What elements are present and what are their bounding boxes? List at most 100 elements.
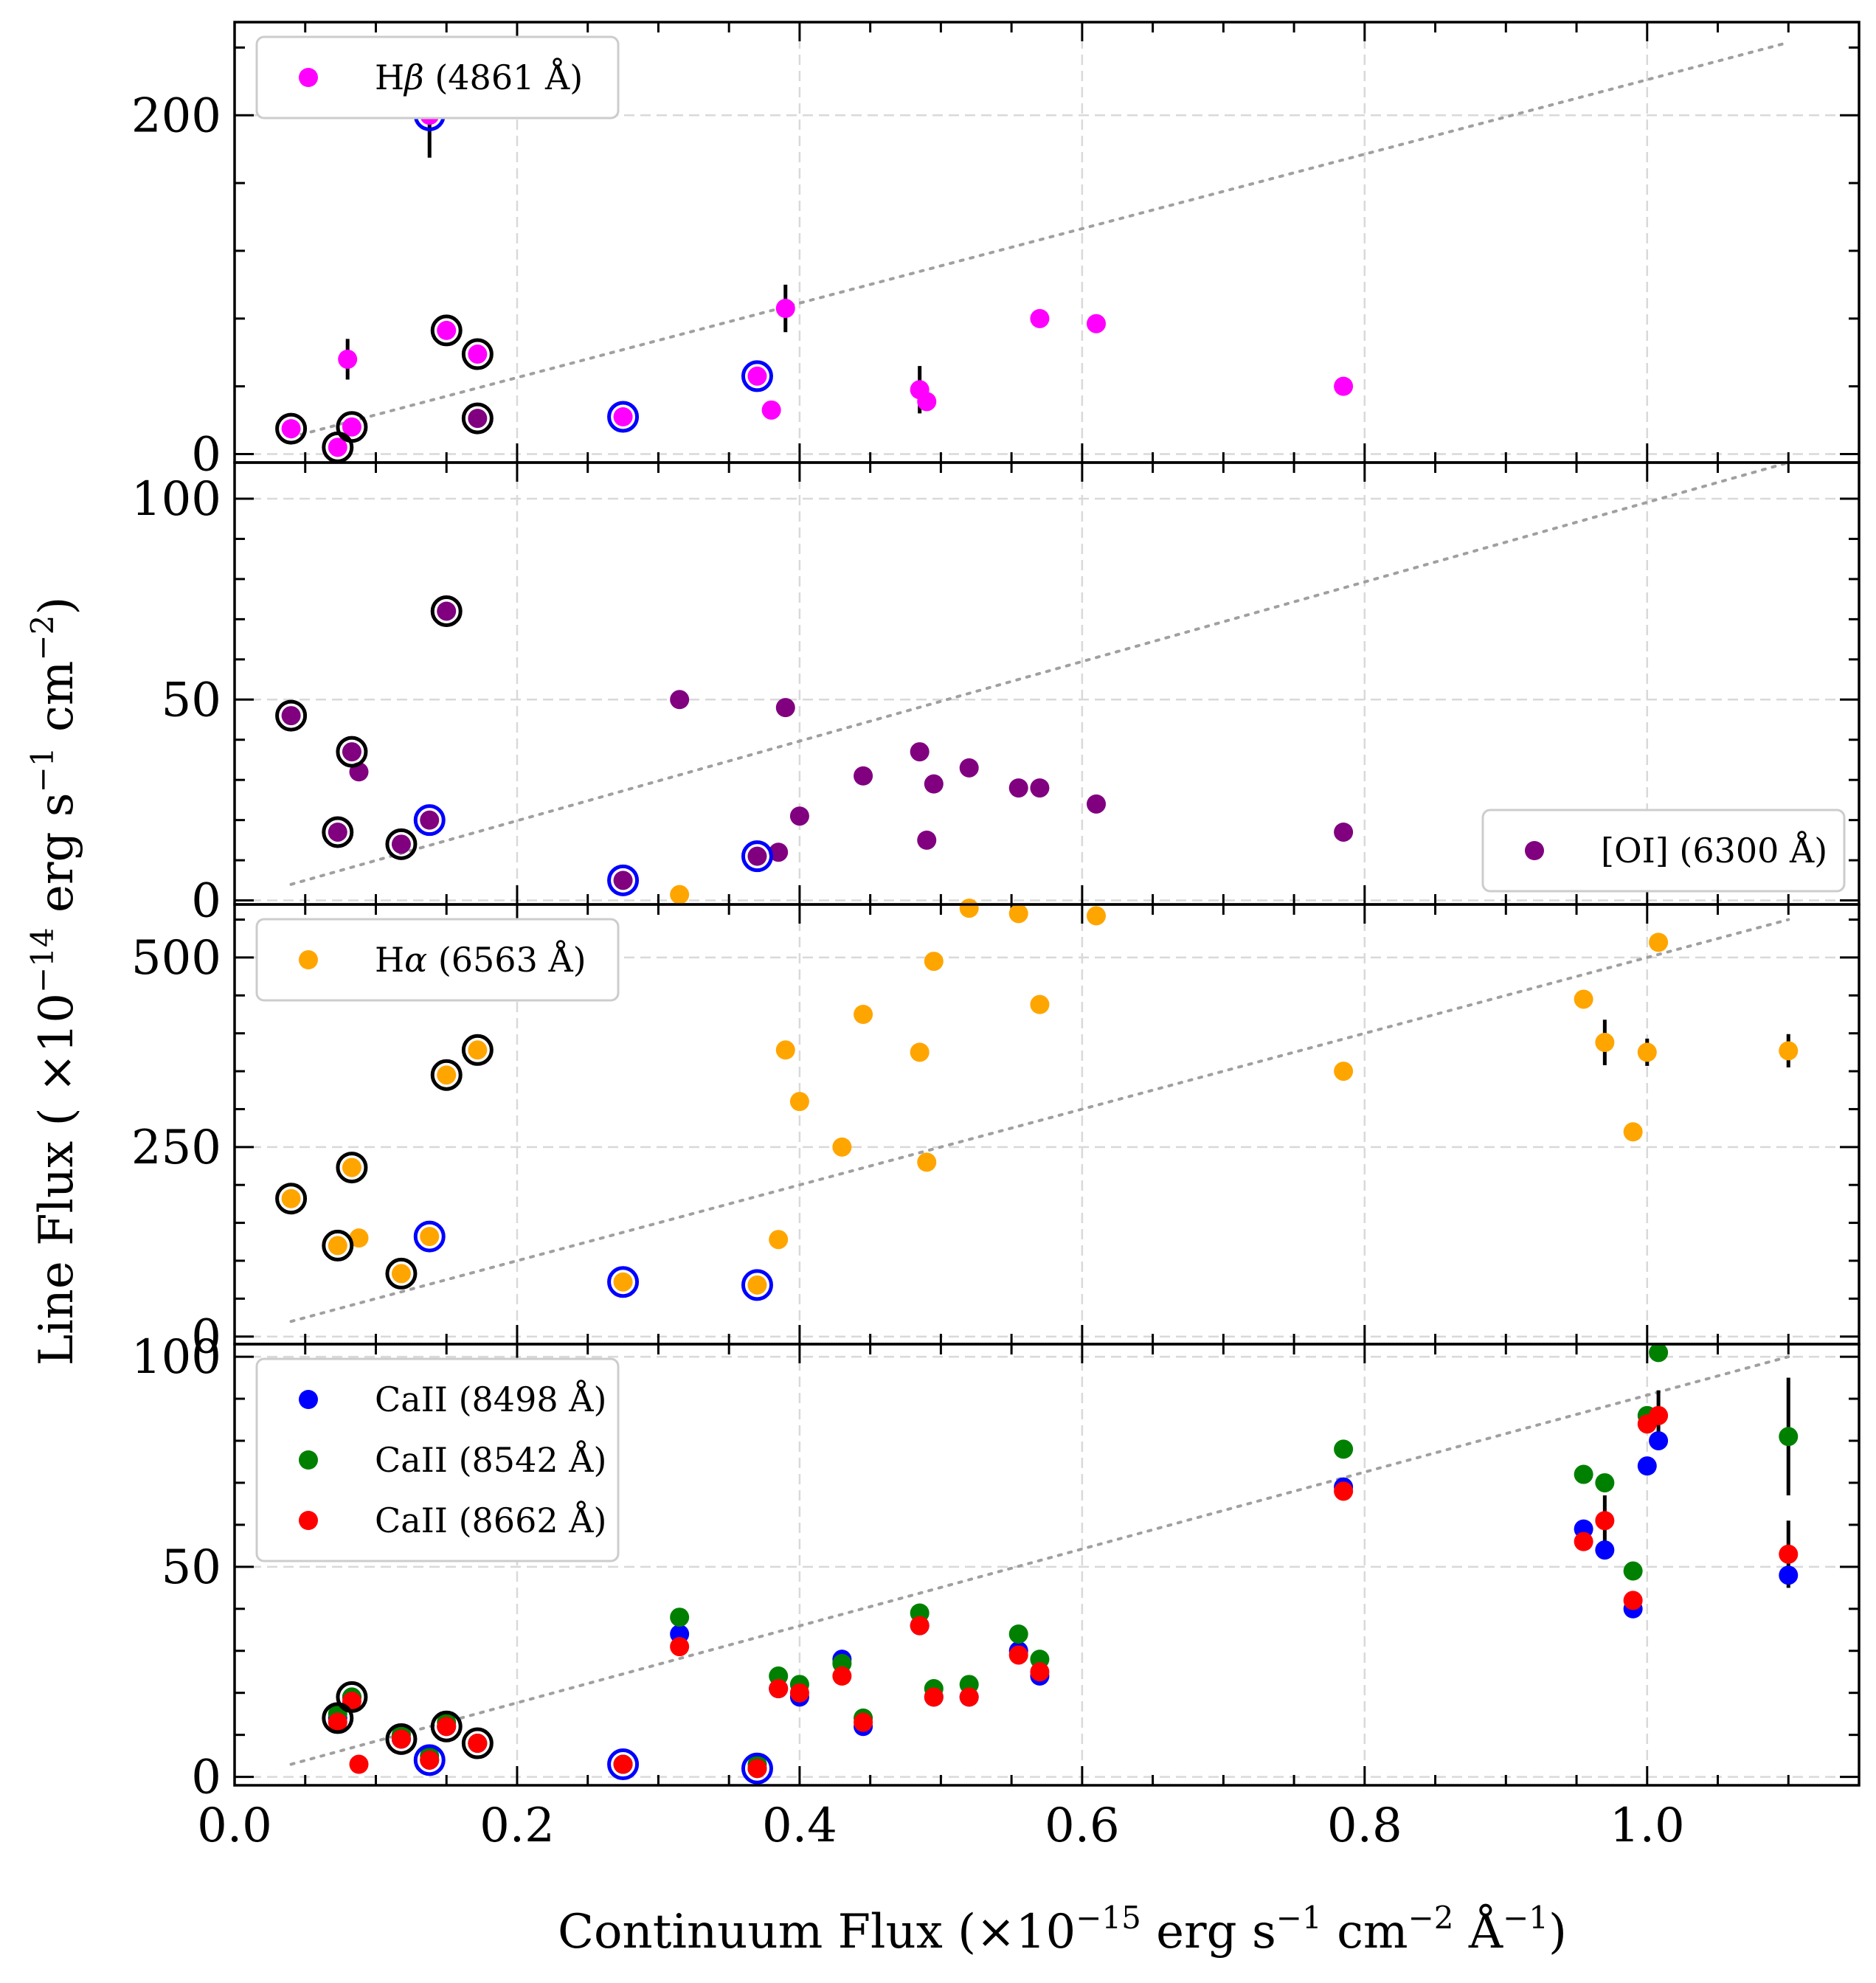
data-point[interactable] xyxy=(281,419,301,439)
data-point[interactable] xyxy=(1779,1041,1799,1061)
data-point[interactable] xyxy=(342,417,361,437)
data-point[interactable] xyxy=(391,1729,411,1749)
data-point[interactable] xyxy=(789,1092,809,1112)
data-point[interactable] xyxy=(391,1264,411,1284)
data-point[interactable] xyxy=(1087,906,1107,926)
data-point[interactable] xyxy=(924,952,944,972)
data-point[interactable] xyxy=(349,1754,369,1774)
data-point[interactable] xyxy=(910,1616,930,1636)
data-point[interactable] xyxy=(437,1065,457,1085)
data-point[interactable] xyxy=(1623,1561,1643,1581)
data-point[interactable] xyxy=(1087,314,1107,333)
data-point[interactable] xyxy=(613,871,633,890)
data-point[interactable] xyxy=(1574,989,1593,1009)
data-point[interactable] xyxy=(281,706,301,726)
data-point[interactable] xyxy=(1334,1439,1354,1459)
data-point[interactable] xyxy=(789,806,809,826)
data-point[interactable] xyxy=(1008,1624,1028,1644)
data-point[interactable] xyxy=(775,1040,795,1060)
data-point[interactable] xyxy=(349,1228,369,1248)
data-point[interactable] xyxy=(1334,376,1354,396)
data-point[interactable] xyxy=(437,1717,457,1737)
data-point[interactable] xyxy=(613,1272,633,1292)
data-point[interactable] xyxy=(342,742,361,762)
data-point[interactable] xyxy=(1008,1645,1028,1665)
data-point[interactable] xyxy=(1574,1464,1593,1484)
data-point[interactable] xyxy=(328,437,347,457)
data-point[interactable] xyxy=(670,885,690,904)
data-point[interactable] xyxy=(910,742,930,762)
data-point[interactable] xyxy=(910,1042,930,1062)
data-point[interactable] xyxy=(1649,1343,1669,1363)
data-point[interactable] xyxy=(328,822,347,842)
data-point[interactable] xyxy=(761,400,781,420)
data-point[interactable] xyxy=(959,1687,979,1707)
data-point[interactable] xyxy=(747,1275,767,1295)
data-point[interactable] xyxy=(1649,1430,1669,1450)
data-point[interactable] xyxy=(1649,1405,1669,1425)
data-point[interactable] xyxy=(338,349,358,369)
data-point[interactable] xyxy=(1334,822,1354,842)
data-point[interactable] xyxy=(670,690,690,710)
data-point[interactable] xyxy=(1595,1540,1615,1560)
data-point[interactable] xyxy=(854,1005,873,1024)
data-point[interactable] xyxy=(1637,1456,1657,1476)
data-point[interactable] xyxy=(670,1637,690,1657)
data-point[interactable] xyxy=(1087,794,1107,814)
data-point[interactable] xyxy=(1574,1532,1593,1551)
data-point[interactable] xyxy=(670,1607,690,1627)
data-point[interactable] xyxy=(1623,1122,1643,1142)
data-point[interactable] xyxy=(328,1236,347,1256)
data-point[interactable] xyxy=(420,1227,440,1247)
data-point[interactable] xyxy=(769,842,789,862)
data-point[interactable] xyxy=(1637,1042,1657,1062)
data-point[interactable] xyxy=(1595,1472,1615,1492)
data-point[interactable] xyxy=(328,1712,347,1732)
data-point[interactable] xyxy=(917,392,937,412)
data-point[interactable] xyxy=(959,899,979,918)
data-point[interactable] xyxy=(1008,904,1028,924)
data-point[interactable] xyxy=(747,846,767,866)
data-point[interactable] xyxy=(917,1152,937,1172)
data-point[interactable] xyxy=(1623,1591,1643,1610)
data-point[interactable] xyxy=(468,1040,488,1060)
data-point[interactable] xyxy=(1595,1033,1615,1053)
data-point[interactable] xyxy=(959,758,979,778)
data-point[interactable] xyxy=(342,1157,361,1177)
data-point[interactable] xyxy=(437,320,457,340)
data-point[interactable] xyxy=(1030,308,1050,328)
data-point[interactable] xyxy=(1008,778,1028,798)
data-point[interactable] xyxy=(1779,1427,1799,1447)
data-point[interactable] xyxy=(437,601,457,621)
data-point[interactable] xyxy=(832,1666,852,1686)
data-point[interactable] xyxy=(468,1734,488,1754)
data-point[interactable] xyxy=(924,774,944,794)
data-point[interactable] xyxy=(1030,1662,1050,1682)
data-point[interactable] xyxy=(769,1679,789,1699)
data-point[interactable] xyxy=(854,1712,873,1732)
data-point[interactable] xyxy=(1334,1481,1354,1501)
data-point[interactable] xyxy=(789,1683,809,1703)
data-point[interactable] xyxy=(747,1759,767,1779)
data-point[interactable] xyxy=(747,366,767,386)
data-point[interactable] xyxy=(1334,1062,1354,1082)
data-point[interactable] xyxy=(832,1137,852,1157)
data-point[interactable] xyxy=(1030,994,1050,1014)
data-point[interactable] xyxy=(1595,1511,1615,1531)
data-point[interactable] xyxy=(281,1188,301,1208)
data-point[interactable] xyxy=(775,698,795,718)
data-point[interactable] xyxy=(420,810,440,830)
data-point[interactable] xyxy=(468,409,488,429)
data-point[interactable] xyxy=(468,345,488,364)
data-point[interactable] xyxy=(420,1750,440,1770)
data-point[interactable] xyxy=(1779,1565,1799,1585)
data-point[interactable] xyxy=(917,830,937,850)
data-point[interactable] xyxy=(613,1754,633,1774)
data-point[interactable] xyxy=(1030,778,1050,798)
data-point[interactable] xyxy=(391,834,411,854)
data-point[interactable] xyxy=(1649,932,1669,952)
data-point[interactable] xyxy=(775,299,795,319)
data-point[interactable] xyxy=(1779,1544,1799,1564)
data-point[interactable] xyxy=(854,766,873,786)
data-point[interactable] xyxy=(769,1230,789,1250)
